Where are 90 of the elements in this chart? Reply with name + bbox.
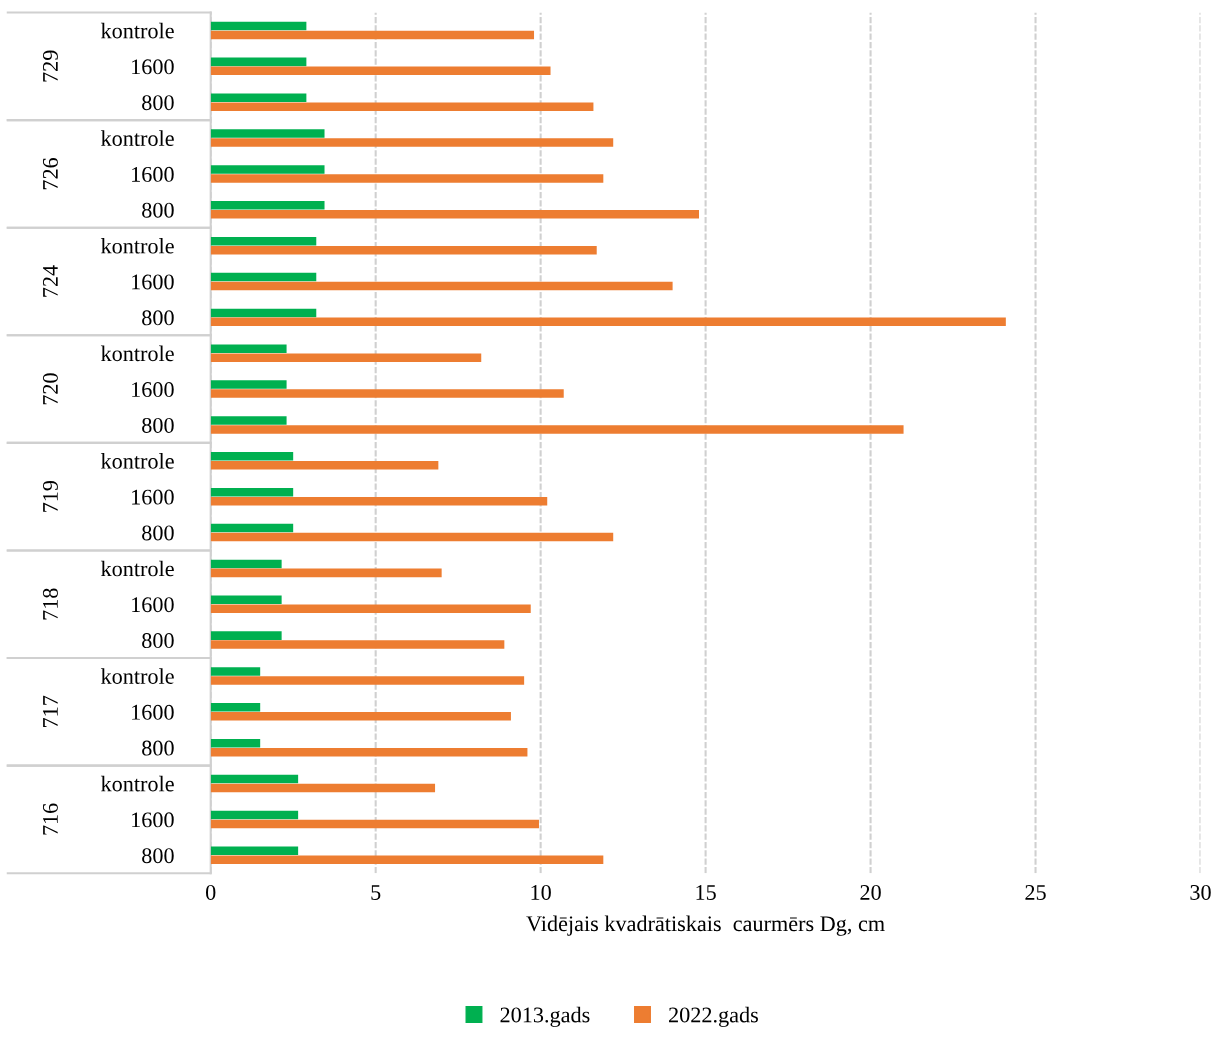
text: 720 bbox=[42, 373, 58, 405]
y-tick-label: kontrole bbox=[100, 130, 174, 146]
y-tick-label: kontrole bbox=[100, 237, 174, 254]
bar bbox=[210, 245, 597, 255]
x-tick-label: 15 bbox=[696, 885, 716, 900]
bar bbox=[210, 93, 307, 102]
y-tick-label: 800 bbox=[142, 848, 174, 864]
text: 729 bbox=[42, 50, 58, 82]
y-tick-label: 800 bbox=[142, 310, 174, 326]
x-axis-title: Vidējais kvadrātiskais caurmērs Dg, cm bbox=[526, 915, 885, 936]
y-tick-label: 800 bbox=[142, 202, 174, 218]
y-tick-label: 1600 bbox=[132, 166, 174, 182]
x-tick-label: 25 bbox=[1025, 885, 1046, 900]
bar bbox=[210, 210, 699, 219]
bar bbox=[210, 57, 307, 67]
y-tick-label: kontrole bbox=[100, 453, 174, 469]
y-tick-label: 1600 bbox=[132, 274, 174, 290]
y-tick-label: 1600 bbox=[132, 382, 174, 398]
bar bbox=[210, 595, 282, 605]
bar bbox=[210, 129, 325, 138]
y-tick-label: 1600 bbox=[132, 812, 174, 828]
x-tick-label: 20 bbox=[860, 884, 881, 900]
text: 719 bbox=[42, 480, 58, 512]
y-tick-label: kontrole bbox=[100, 668, 174, 684]
text: 716 bbox=[42, 803, 58, 835]
y-tick-label: kontrole bbox=[100, 560, 174, 577]
bar bbox=[210, 810, 299, 820]
x-tick-label: 30 bbox=[1190, 884, 1211, 900]
bar bbox=[210, 604, 531, 613]
bar bbox=[210, 452, 294, 461]
bar bbox=[210, 344, 287, 354]
x-tick-label: 10 bbox=[531, 884, 551, 900]
y-tick-label: 1600 bbox=[132, 704, 174, 720]
bar bbox=[210, 102, 594, 111]
y-tick-label: 1600 bbox=[132, 59, 174, 75]
bar bbox=[210, 425, 904, 434]
y-tick-label: kontrole bbox=[100, 22, 174, 39]
bar bbox=[210, 30, 535, 40]
y-tick-label: kontrole bbox=[100, 345, 174, 362]
bar bbox=[210, 819, 539, 829]
y-tick-label: 800 bbox=[142, 740, 174, 756]
bar bbox=[210, 532, 614, 542]
bar bbox=[210, 703, 261, 712]
bar bbox=[210, 738, 261, 748]
bar bbox=[210, 281, 673, 291]
bar bbox=[210, 568, 442, 578]
bar bbox=[210, 380, 287, 389]
x-tick-label: 0 bbox=[205, 884, 216, 900]
bar bbox=[210, 783, 436, 793]
bar bbox=[210, 272, 317, 282]
y-tick-label: 1600 bbox=[132, 597, 174, 613]
bar bbox=[210, 317, 1006, 327]
bar bbox=[210, 774, 299, 784]
y-tick-label: 1600 bbox=[132, 489, 174, 505]
y-tick-label: 800 bbox=[142, 633, 174, 649]
bar bbox=[210, 138, 614, 147]
bar bbox=[210, 667, 261, 676]
legend-label: 2022.gads bbox=[669, 1006, 758, 1027]
y-tick-label: 800 bbox=[142, 95, 174, 111]
bar bbox=[210, 236, 317, 246]
bar bbox=[210, 712, 511, 721]
bar bbox=[210, 559, 282, 569]
bar bbox=[210, 165, 325, 174]
bar bbox=[210, 846, 299, 856]
bar bbox=[210, 747, 528, 757]
text: 718 bbox=[42, 588, 58, 620]
bar bbox=[210, 353, 482, 362]
x-tick-label: 5 bbox=[371, 885, 381, 900]
y-tick-label: kontrole bbox=[100, 775, 174, 792]
text: 724 bbox=[42, 265, 58, 297]
bar bbox=[210, 308, 317, 318]
bar bbox=[210, 389, 564, 398]
bar bbox=[210, 21, 307, 31]
bar bbox=[210, 523, 294, 533]
bar bbox=[210, 416, 287, 425]
bar bbox=[210, 676, 525, 685]
bar bbox=[210, 201, 325, 210]
bar bbox=[210, 461, 439, 470]
bar bbox=[210, 855, 604, 865]
bar bbox=[210, 487, 294, 497]
y-tick-label: 800 bbox=[142, 417, 174, 433]
bar bbox=[210, 631, 282, 640]
legend-label: 2013.gads bbox=[500, 1006, 590, 1027]
bar bbox=[210, 174, 604, 183]
bar bbox=[210, 640, 505, 649]
y-tick-label: 800 bbox=[142, 525, 174, 541]
bar bbox=[210, 496, 548, 506]
text: 726 bbox=[42, 157, 58, 190]
text: 717 bbox=[43, 695, 58, 728]
bar bbox=[210, 66, 551, 76]
